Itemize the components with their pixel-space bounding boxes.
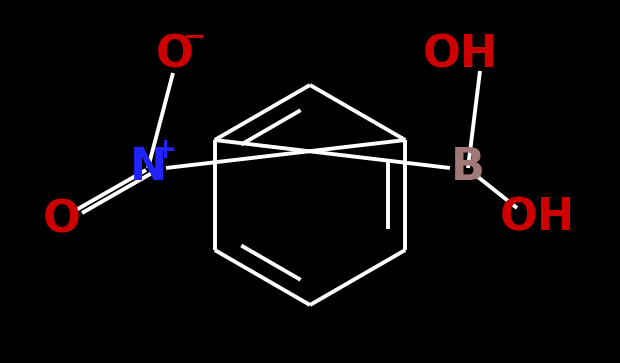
Text: OH: OH — [499, 196, 575, 240]
Text: O: O — [43, 199, 81, 241]
Text: B: B — [451, 147, 485, 189]
Text: −: − — [182, 23, 206, 52]
Text: +: + — [154, 136, 177, 164]
Text: N: N — [130, 147, 167, 189]
Text: OH: OH — [422, 33, 498, 77]
Text: O: O — [156, 33, 194, 77]
